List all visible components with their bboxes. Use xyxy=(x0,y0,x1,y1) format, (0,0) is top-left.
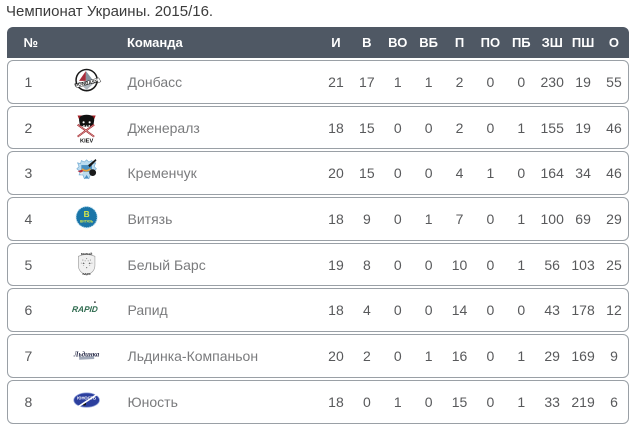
svg-text:БЕЛЫЙ: БЕЛЫЙ xyxy=(81,251,92,255)
svg-text:RAPID: RAPID xyxy=(72,304,99,314)
svg-text:KIEV: KIEV xyxy=(80,138,93,144)
svg-text:ВИТЯЗЬ: ВИТЯЗЬ xyxy=(80,219,94,223)
svg-text:БАРС: БАРС xyxy=(82,272,91,276)
svg-text:В: В xyxy=(84,209,90,219)
